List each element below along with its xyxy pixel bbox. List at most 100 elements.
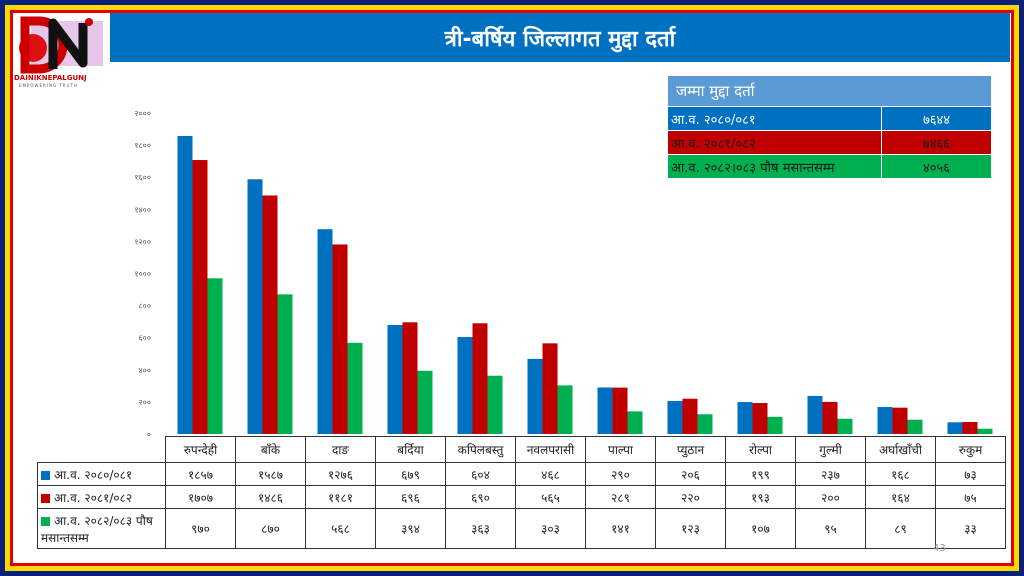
data-cell: ३९४ — [375, 508, 446, 549]
bar — [402, 322, 418, 434]
bar — [877, 407, 893, 434]
y-tick-label: २०० — [139, 398, 151, 407]
data-cell: ६०४ — [445, 462, 516, 486]
logo-text: DAINIKNEPALGUNJ — [14, 74, 87, 82]
y-tick-label: ६०० — [139, 334, 151, 343]
data-cell: ३३ — [935, 508, 1006, 549]
data-cell: १९३ — [725, 485, 796, 509]
logo-dn-icon — [19, 16, 103, 74]
data-cell: ७३ — [935, 462, 1006, 486]
table-row: आ.व. २०८१/०८२ १७०७ १४८६ ११८१ ६९६ ६९० ५६५ २८९ २२०… — [37, 485, 1006, 509]
bar — [682, 398, 698, 434]
bar — [557, 385, 573, 434]
category-header: प्युठान — [655, 436, 726, 463]
data-cell: ४६८ — [515, 462, 586, 486]
data-cell: ६७९ — [375, 462, 446, 486]
bar — [207, 278, 223, 434]
series-name: आ.व. २०८०/०८१ — [54, 467, 133, 482]
data-cell: १०७ — [725, 508, 796, 549]
legend-swatch — [41, 493, 50, 503]
y-tick-label: ४०० — [139, 366, 151, 375]
data-cell: ५६८ — [305, 508, 376, 549]
data-table: रुपन्देही बाँके दाङ बर्दिया कपिलबस्तु नवलपरास… — [37, 436, 1006, 549]
summary-header: जम्मा मुद्दा दर्ता — [667, 75, 992, 107]
data-cell: ९५ — [795, 508, 866, 549]
data-cell: १५८७ — [235, 462, 306, 486]
data-cell: ३६३ — [445, 508, 516, 549]
data-cell: १८५७ — [165, 462, 236, 486]
bar — [822, 401, 838, 434]
page-title: त्री-बर्षिय जिल्लागत मुद्दा दर्ता — [110, 13, 1010, 62]
summary-table: जम्मा मुद्दा दर्ता आ.व. २०८०/०८१ ७६४४ आ.व… — [667, 75, 992, 179]
slide-number: 43 — [933, 543, 946, 554]
category-header: बाँके — [235, 436, 306, 463]
category-header: रुपन्देही — [165, 436, 236, 463]
summary-row: आ.व. २०८०/०८१ ७६४४ — [667, 106, 992, 131]
data-cell: २८९ — [585, 485, 656, 509]
category-header: पाल्पा — [585, 436, 656, 463]
summary-label: आ.व. २०८१/०८२ — [667, 130, 882, 155]
data-cell: २३७ — [795, 462, 866, 486]
data-cell: ८९ — [865, 508, 936, 549]
bar — [962, 421, 978, 434]
y-tick-label: १८०० — [134, 141, 151, 150]
summary-label: आ.व. २०८२।०८३ पौष मसान्तसम्म — [667, 154, 882, 179]
bar — [892, 407, 908, 434]
data-cell: ७५ — [935, 485, 1006, 509]
logo: DAINIKNEPALGUNJ EMPOWERING TRUTH — [13, 13, 113, 93]
bar — [627, 411, 643, 434]
data-cell: १७०७ — [165, 485, 236, 509]
bar — [697, 414, 713, 434]
data-cell: १९९ — [725, 462, 796, 486]
slide: DAINIKNEPALGUNJ EMPOWERING TRUTH त्री-बर… — [13, 13, 1011, 563]
data-cell: १२३ — [655, 508, 726, 549]
legend-swatch — [41, 470, 50, 480]
data-cell: १४१ — [585, 508, 656, 549]
series-name: आ.व. २०८१/०८२ — [54, 490, 133, 505]
data-cell: ११८१ — [305, 485, 376, 509]
summary-row: आ.व. २०८१/०८२ ७४६६ — [667, 130, 992, 155]
summary-value: ४०५६ — [881, 154, 992, 179]
bar — [192, 160, 208, 435]
summary-value: ७६४४ — [881, 106, 992, 131]
bar — [527, 358, 543, 434]
bar — [597, 387, 613, 434]
y-tick-label: १००० — [134, 270, 151, 279]
bar — [347, 342, 363, 434]
category-header: अर्घाखाँची — [865, 436, 936, 463]
data-cell: २२० — [655, 485, 726, 509]
series-legend: आ.व. २०८०/०८१ — [37, 462, 166, 486]
bar — [737, 402, 753, 434]
bar — [907, 419, 923, 434]
bar — [837, 418, 853, 434]
summary-row: आ.व. २०८२।०८३ पौष मसान्तसम्म ४०५६ — [667, 154, 992, 179]
series-legend: आ.व. २०८२/०८३ पौष मसान्तसम्म — [37, 508, 166, 549]
series-legend: आ.व. २०८१/०८२ — [37, 485, 166, 509]
table-row: आ.व. २०८०/०८१ १८५७ १५८७ १२७६ ६७९ ६०४ ४६८ २९० २०६… — [37, 462, 1006, 486]
bar — [457, 337, 473, 434]
data-cell: २०६ — [655, 462, 726, 486]
y-tick-label: २००० — [134, 109, 151, 118]
category-header: दाङ — [305, 436, 376, 463]
bar — [247, 179, 263, 434]
bar — [387, 325, 403, 434]
data-cell: १४८६ — [235, 485, 306, 509]
y-tick-label: १२०० — [134, 237, 151, 246]
data-cell: ५६५ — [515, 485, 586, 509]
category-header: कपिलबस्तु — [445, 436, 516, 463]
bar — [487, 375, 503, 434]
bar — [667, 400, 683, 434]
y-tick-label: ८०० — [139, 302, 151, 311]
bar — [332, 244, 348, 434]
logo-tagline: EMPOWERING TRUTH — [19, 83, 78, 88]
bar — [542, 343, 558, 434]
category-header: नवलपरासी — [515, 436, 586, 463]
y-tick-label: ० — [147, 430, 151, 436]
series-name: आ.व. २०८२/०८३ पौष मसान्तसम्म — [41, 513, 153, 545]
data-cell: २०० — [795, 485, 866, 509]
data-cell: ९७० — [165, 508, 236, 549]
summary-value: ७४६६ — [881, 130, 992, 155]
data-cell: १२७६ — [305, 462, 376, 486]
y-tick-label: १४०० — [134, 205, 151, 214]
bar — [277, 294, 293, 434]
